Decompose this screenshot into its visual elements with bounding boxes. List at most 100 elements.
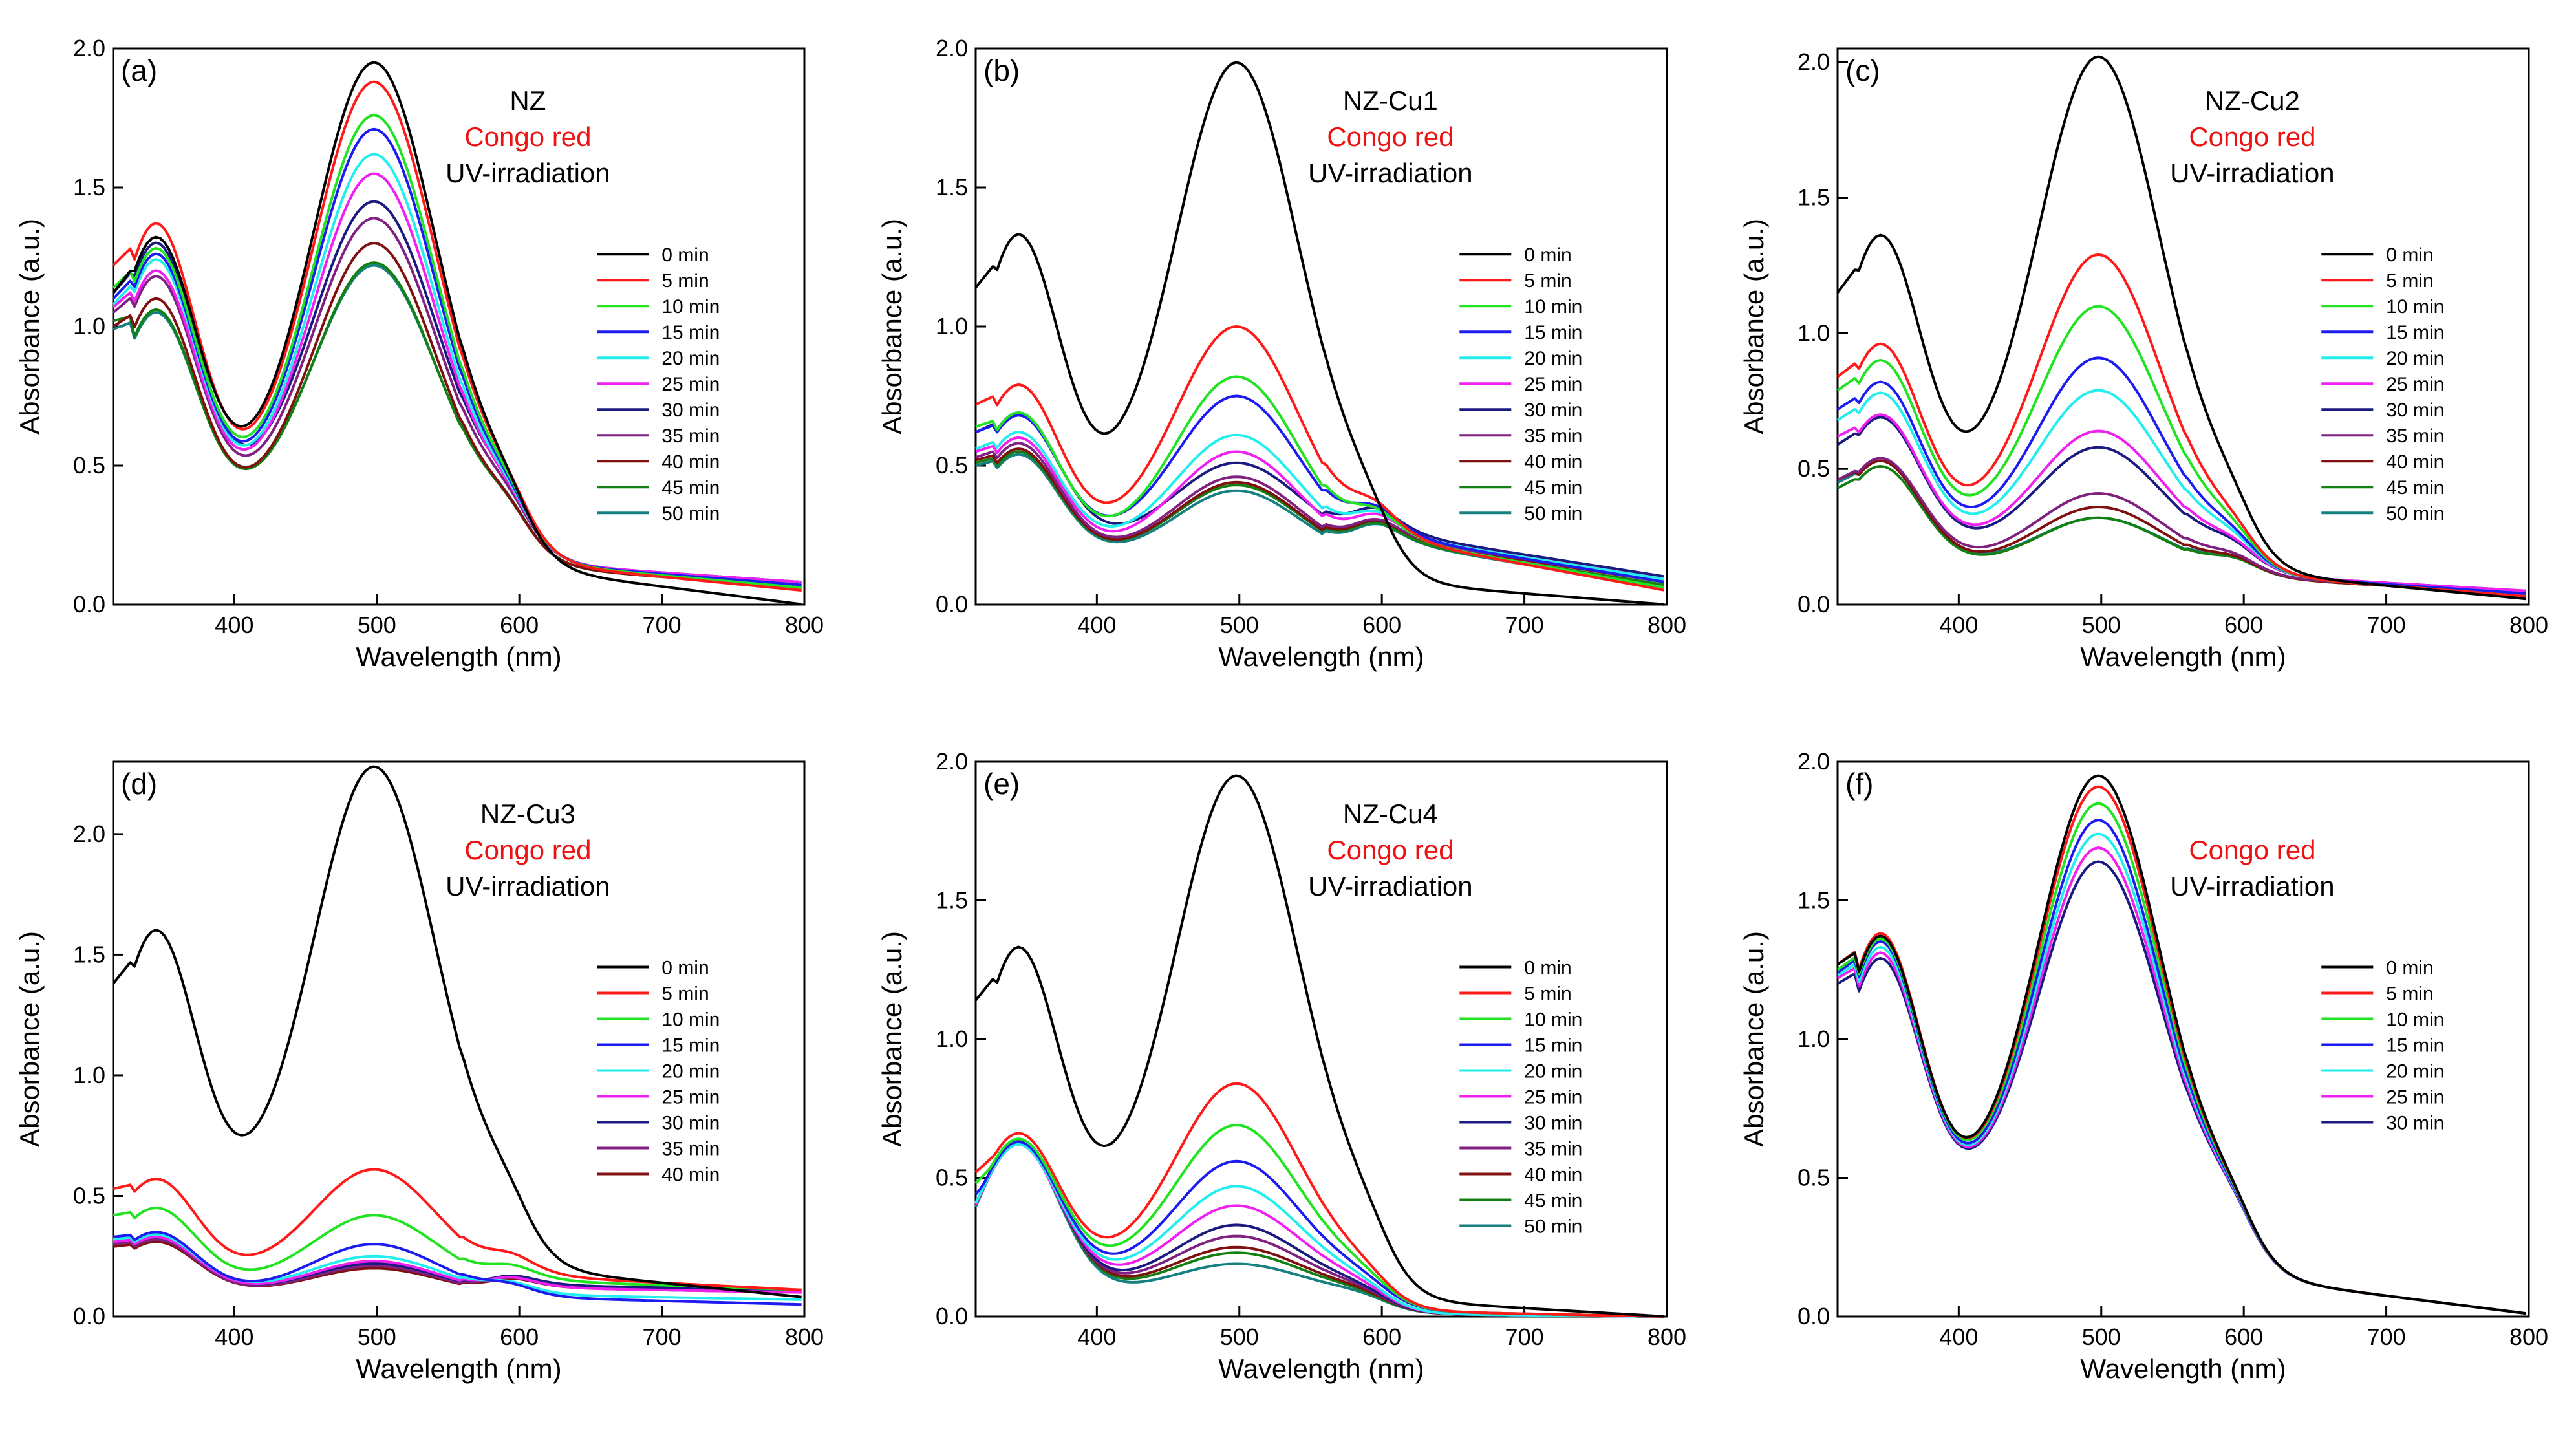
x-tick-label: 800 — [2509, 1324, 2548, 1350]
y-axis-label: Absorbance (a.u.) — [877, 931, 907, 1147]
y-tick-label: 1.0 — [1798, 1026, 1830, 1052]
legend-entry: 50 min — [1524, 1216, 1582, 1237]
panel-label: (e) — [983, 767, 1020, 801]
chart-panel-d: 400 500 600 700 800 0.0 0.5 1.0 1.5 2.0 Wavelength… — [14, 760, 824, 1384]
series-line-15-min — [112, 127, 802, 586]
legend-entry: 30 min — [1524, 1112, 1582, 1134]
legend-entry: 20 min — [1524, 1060, 1582, 1082]
x-axis-label: Wavelength (nm) — [2080, 1353, 2286, 1384]
legend-entry: 50 min — [661, 503, 720, 524]
x-tick-label: 500 — [358, 612, 396, 638]
chart-panel-a: 400 500 600 700 800 0.0 0.5 1.0 1.5 2.0 Wavelength… — [14, 35, 824, 672]
panel-label: (c) — [1845, 54, 1880, 87]
y-tick-label: 0.0 — [936, 1303, 968, 1329]
legend-entry: 20 min — [1524, 348, 1582, 369]
x-tick-label: 600 — [1362, 1324, 1401, 1350]
legend-entry: 25 min — [1524, 1086, 1582, 1108]
y-tick-label: 1.0 — [936, 313, 968, 339]
chart-panel-e: 400 500 600 700 800 0.0 0.5 1.0 1.5 2.0 Wavelength… — [877, 748, 1686, 1384]
x-axis-label: Wavelength (nm) — [1218, 641, 1424, 672]
legend-entry: 45 min — [661, 477, 720, 499]
x-tick-label: 600 — [500, 612, 539, 638]
series-line-35-min — [113, 1238, 802, 1291]
y-tick-label: 0.5 — [936, 1165, 968, 1191]
annotation-sample-name: NZ-Cu1 — [1343, 85, 1438, 116]
y-tick-label: 1.0 — [73, 1062, 105, 1088]
annotation-dye-name: Congo red — [2189, 835, 2315, 865]
legend-entry: 25 min — [1524, 374, 1582, 395]
legend-entry: 10 min — [2386, 1009, 2444, 1030]
legend-entry: 15 min — [1524, 1035, 1582, 1056]
legend-entry: 0 min — [661, 244, 709, 266]
x-tick-label: 500 — [1220, 1324, 1259, 1350]
y-tick-label: 0.5 — [936, 452, 968, 479]
x-tick-label: 400 — [1939, 612, 1978, 638]
series-line-25-min — [1837, 413, 2526, 592]
legend-entry: 0 min — [2386, 244, 2433, 266]
plot-frame — [112, 760, 806, 1318]
y-tick-label: 1.0 — [73, 313, 105, 339]
series-line-0-min — [974, 61, 1664, 606]
y-tick-label: 0.5 — [73, 452, 105, 479]
y-tick-label: 1.5 — [936, 887, 968, 914]
y-tick-label: 1.5 — [1798, 887, 1830, 914]
legend-entry: 40 min — [661, 451, 720, 473]
legend-entry: 20 min — [661, 348, 720, 369]
x-tick-label: 600 — [1362, 612, 1401, 638]
annotation-dye-name: Congo red — [2189, 122, 2315, 152]
y-tick-label: 0.5 — [1798, 455, 1830, 482]
legend-entry: 30 min — [1524, 400, 1582, 421]
y-tick-label: 2.0 — [936, 35, 968, 61]
x-tick-label: 600 — [2224, 612, 2263, 638]
x-tick-label: 600 — [500, 1324, 539, 1350]
x-tick-label: 400 — [1077, 1324, 1116, 1350]
legend-entry: 10 min — [661, 296, 720, 317]
y-tick-label: 1.0 — [936, 1026, 968, 1052]
y-tick-label: 0.0 — [1798, 1303, 1830, 1329]
x-tick-label: 800 — [2509, 612, 2548, 638]
annotation-irradiation-label: UV-irradiation — [2170, 871, 2334, 901]
x-axis-label: Wavelength (nm) — [356, 1353, 561, 1384]
y-tick-label: 1.5 — [936, 174, 968, 200]
x-tick-label: 700 — [643, 1324, 682, 1350]
annotation-sample-name: NZ — [510, 85, 546, 116]
y-tick-label: 1.0 — [1798, 319, 1830, 346]
series-line-5-min — [974, 1082, 1664, 1318]
series-line-20-min — [975, 431, 1664, 581]
x-axis-label: Wavelength (nm) — [1218, 1353, 1424, 1384]
y-tick-label: 2.0 — [73, 35, 105, 61]
x-axis-label: Wavelength (nm) — [356, 641, 561, 672]
legend-entry: 5 min — [661, 983, 709, 1004]
legend-entry: 5 min — [1524, 983, 1571, 1004]
y-axis-label: Absorbance (a.u.) — [14, 219, 45, 435]
y-tick-label: 1.5 — [73, 941, 105, 967]
annotation-dye-name: Congo red — [464, 835, 591, 865]
annotation-irradiation-label: UV-irradiation — [1308, 158, 1472, 188]
legend-entry: 50 min — [1524, 503, 1582, 524]
legend-entry: 0 min — [1524, 244, 1571, 266]
legend-entry: 35 min — [2386, 425, 2444, 447]
y-tick-label: 2.0 — [1798, 48, 1830, 75]
y-tick-label: 1.5 — [73, 174, 105, 200]
legend-entry: 35 min — [661, 425, 720, 447]
series-line-0-min — [1836, 55, 2526, 601]
series-line-15-min — [1836, 356, 2526, 595]
legend-entry: 45 min — [1524, 477, 1582, 499]
x-tick-label: 400 — [215, 1324, 253, 1350]
legend-entry: 45 min — [1524, 1190, 1582, 1211]
annotation-irradiation-label: UV-irradiation — [2170, 158, 2334, 188]
panel-label: (f) — [1845, 767, 1873, 801]
chart-panel-f: 400 500 600 700 800 0.0 0.5 1.0 1.5 2.0 Wavelength… — [1739, 748, 2548, 1384]
legend-entry: 40 min — [2386, 451, 2444, 473]
annotation-sample-name: NZ-Cu4 — [1343, 799, 1438, 829]
legend-entry: 20 min — [2386, 348, 2444, 369]
annotation-dye-name: Congo red — [1327, 835, 1454, 865]
legend-entry: 40 min — [1524, 1164, 1582, 1185]
legend-entry: 35 min — [1524, 1138, 1582, 1159]
legend-entry: 20 min — [2386, 1060, 2444, 1082]
annotation-sample-name: NZ-Cu3 — [480, 799, 575, 829]
annotation-sample-name: NZ-Cu2 — [2205, 85, 2300, 116]
chart-panel-c: 400 500 600 700 800 0.0 0.5 1.0 1.5 2.0 Wavelength… — [1739, 47, 2548, 672]
x-tick-label: 800 — [1648, 1324, 1686, 1350]
legend-entry: 5 min — [1524, 270, 1571, 292]
